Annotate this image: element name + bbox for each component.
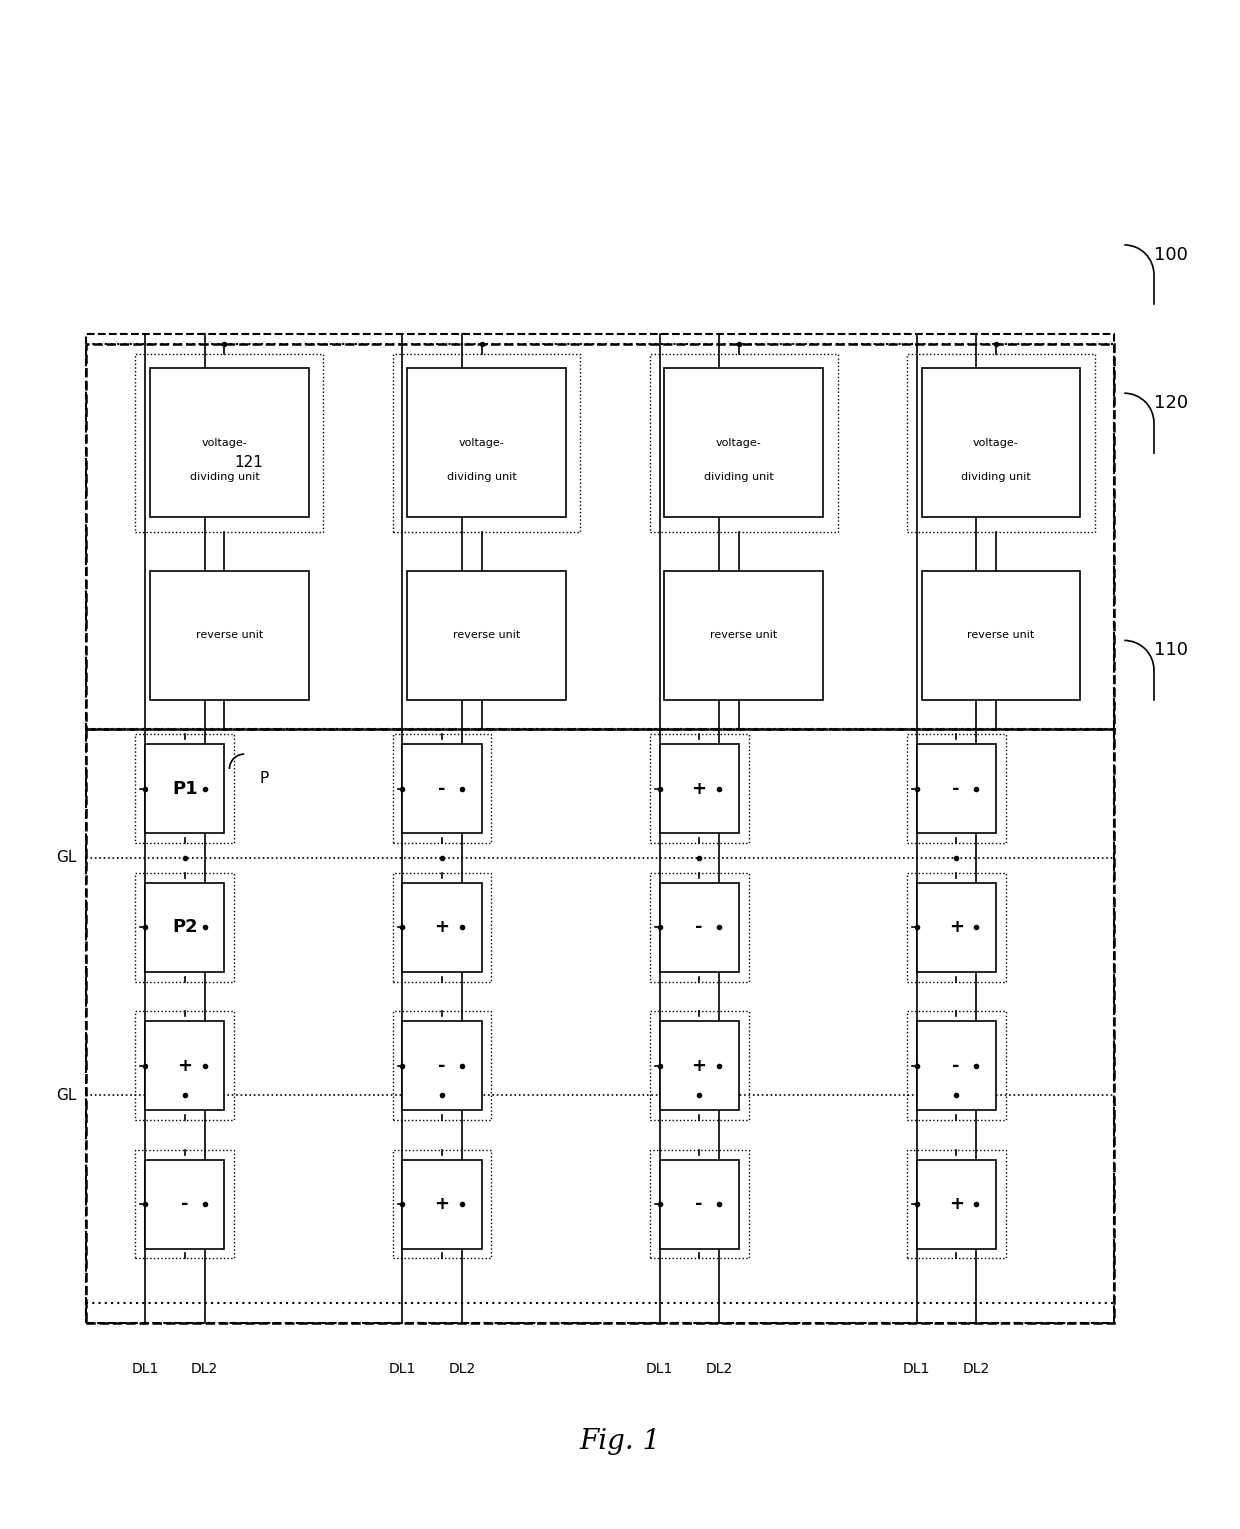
Text: -: - <box>952 1057 960 1075</box>
FancyBboxPatch shape <box>408 368 565 517</box>
Text: voltage-: voltage- <box>715 437 761 448</box>
Text: P2: P2 <box>172 917 197 936</box>
Text: dividing unit: dividing unit <box>961 472 1030 482</box>
FancyBboxPatch shape <box>403 1021 481 1110</box>
Text: -: - <box>181 1196 188 1212</box>
FancyBboxPatch shape <box>403 1159 481 1249</box>
Text: reverse unit: reverse unit <box>196 630 263 641</box>
Text: reverse unit: reverse unit <box>711 630 777 641</box>
FancyBboxPatch shape <box>150 368 309 517</box>
FancyBboxPatch shape <box>403 882 481 971</box>
FancyBboxPatch shape <box>145 745 224 833</box>
Text: DL2: DL2 <box>962 1362 990 1376</box>
Text: +: + <box>434 1196 450 1212</box>
Text: DL2: DL2 <box>448 1362 475 1376</box>
FancyBboxPatch shape <box>660 1021 739 1110</box>
Text: voltage-: voltage- <box>973 437 1018 448</box>
Text: -: - <box>696 1196 703 1212</box>
Text: DL1: DL1 <box>903 1362 930 1376</box>
FancyBboxPatch shape <box>916 745 996 833</box>
FancyBboxPatch shape <box>665 572 822 700</box>
Text: reverse unit: reverse unit <box>967 630 1034 641</box>
FancyBboxPatch shape <box>403 745 481 833</box>
FancyBboxPatch shape <box>660 745 739 833</box>
Text: dividing unit: dividing unit <box>190 472 259 482</box>
Text: +: + <box>692 780 707 798</box>
FancyBboxPatch shape <box>916 1159 996 1249</box>
Text: +: + <box>434 917 450 936</box>
FancyBboxPatch shape <box>921 368 1080 517</box>
FancyBboxPatch shape <box>660 882 739 971</box>
Text: GL: GL <box>56 1087 76 1102</box>
Text: dividing unit: dividing unit <box>704 472 774 482</box>
Text: P1: P1 <box>172 780 197 798</box>
FancyBboxPatch shape <box>916 1021 996 1110</box>
Text: voltage-: voltage- <box>459 437 505 448</box>
Text: P: P <box>259 771 268 786</box>
FancyBboxPatch shape <box>145 882 224 971</box>
FancyBboxPatch shape <box>660 1159 739 1249</box>
Text: reverse unit: reverse unit <box>453 630 520 641</box>
FancyBboxPatch shape <box>665 368 822 517</box>
Text: 110: 110 <box>1154 641 1188 659</box>
FancyBboxPatch shape <box>916 882 996 971</box>
Text: +: + <box>177 1057 192 1075</box>
Text: GL: GL <box>56 850 76 865</box>
Text: 121: 121 <box>234 456 263 469</box>
Text: -: - <box>438 780 445 798</box>
Text: dividing unit: dividing unit <box>446 472 516 482</box>
FancyBboxPatch shape <box>408 572 565 700</box>
Text: DL1: DL1 <box>389 1362 417 1376</box>
Text: Fig. 1: Fig. 1 <box>579 1428 661 1454</box>
Text: DL2: DL2 <box>706 1362 733 1376</box>
Text: +: + <box>949 917 963 936</box>
FancyBboxPatch shape <box>921 572 1080 700</box>
Text: DL1: DL1 <box>131 1362 159 1376</box>
FancyBboxPatch shape <box>145 1021 224 1110</box>
Text: 120: 120 <box>1154 394 1188 413</box>
Text: DL1: DL1 <box>646 1362 673 1376</box>
Text: 100: 100 <box>1154 246 1188 265</box>
FancyBboxPatch shape <box>145 1159 224 1249</box>
Text: -: - <box>696 917 703 936</box>
Text: voltage-: voltage- <box>202 437 247 448</box>
Text: +: + <box>692 1057 707 1075</box>
Text: +: + <box>949 1196 963 1212</box>
Text: -: - <box>438 1057 445 1075</box>
FancyBboxPatch shape <box>150 572 309 700</box>
Text: DL2: DL2 <box>191 1362 218 1376</box>
Text: -: - <box>952 780 960 798</box>
